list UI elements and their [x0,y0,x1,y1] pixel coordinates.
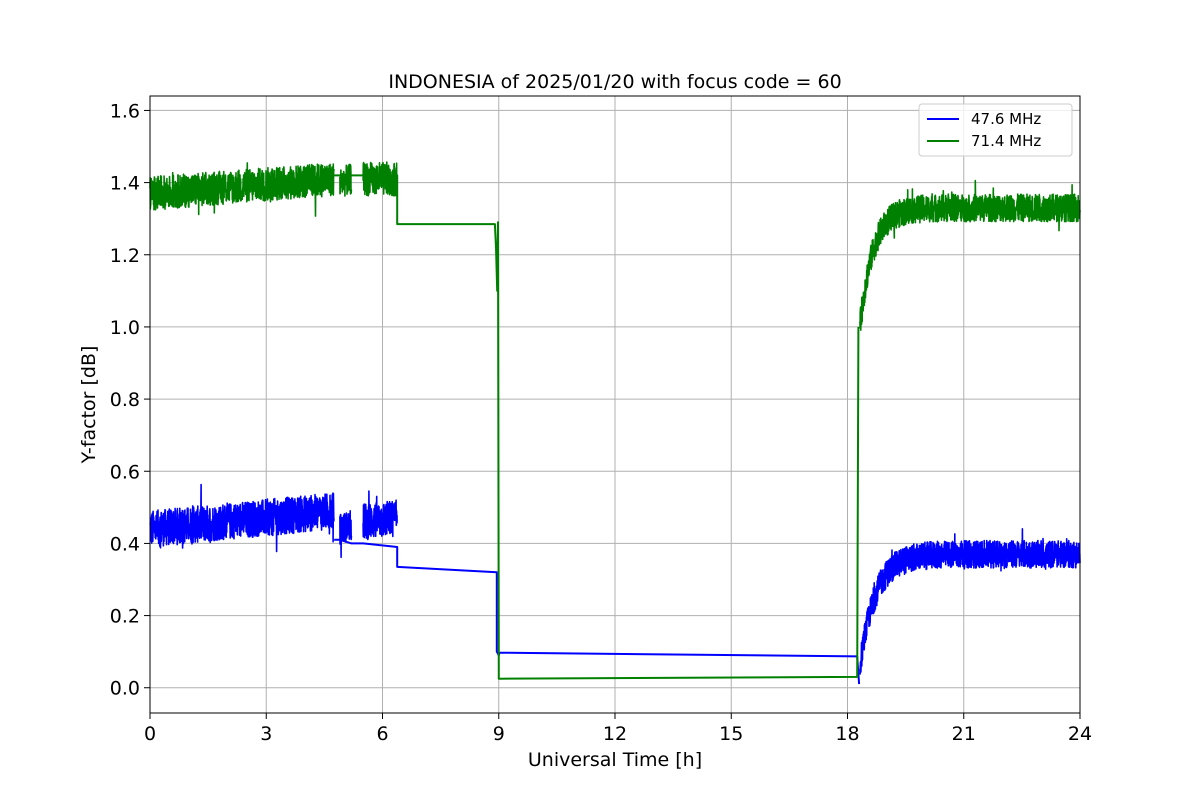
y-axis-label: Y-factor [dB] [78,346,100,465]
y-tick-label: 0.4 [110,533,140,555]
series-noise-segment [339,163,353,197]
x-tick-label: 21 [952,723,976,745]
y-tick-label: 0.2 [110,606,140,628]
x-tick-label: 24 [1068,723,1092,745]
x-tick-label: 15 [719,723,743,745]
legend-box [918,103,1073,157]
series-noise-segment [149,483,335,553]
y-tick-label: 0.0 [110,678,140,700]
x-tick-label: 9 [493,723,505,745]
series-line [334,538,861,685]
x-tick-label: 12 [603,723,627,745]
series-green [149,161,1081,680]
y-tick-label: 0.8 [110,389,140,411]
series-line [334,174,860,680]
y-tick-label: 1.6 [110,100,140,122]
legend-label: 71.4 MHz [971,132,1041,150]
legend-label: 47.6 MHz [971,110,1041,128]
series-noise-segment [362,490,398,541]
axis-ticks: 0 3 6 9 12 15 18 21 24 0.0 0.2 0.4 0.6 0.8 1.0 1.2 1.4 1.… [110,100,1092,745]
y-tick-label: 0.6 [110,461,140,483]
y-tick-label: 1.4 [110,173,140,195]
series-blue [149,483,1081,685]
series-noise-segment [859,528,1081,675]
x-tick-label: 3 [260,723,272,745]
series-noise-segment [362,161,398,197]
chart-title: INDONESIA of 2025/01/20 with focus code … [388,71,841,93]
x-axis-label: Universal Time [h] [528,749,702,771]
series-layer [149,161,1081,685]
series-noise-segment [859,179,1081,331]
y-tick-label: 1.0 [110,317,140,339]
y-tick-label: 1.2 [110,245,140,267]
legend: 47.6 MHz 71.4 MHz [918,103,1073,157]
series-noise-segment [339,510,353,559]
series-noise-segment [149,162,335,217]
x-tick-label: 18 [835,723,859,745]
x-tick-label: 6 [376,723,388,745]
x-tick-label: 0 [144,723,156,745]
